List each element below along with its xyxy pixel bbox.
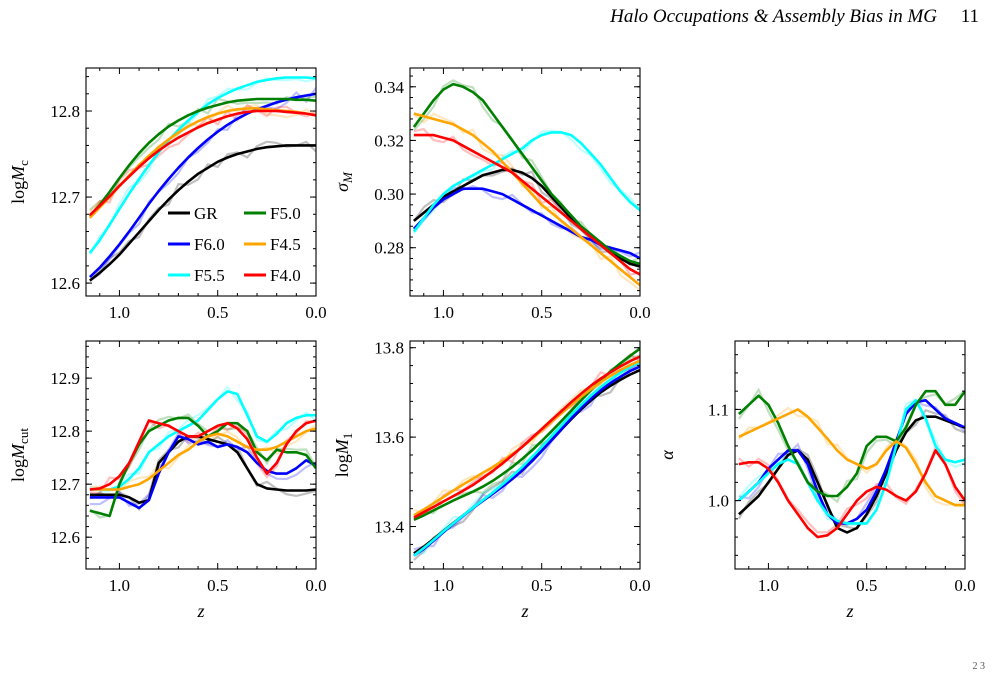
series-group xyxy=(88,76,316,283)
y-axis-label: logM1 xyxy=(332,433,355,478)
series-line-F5.0 xyxy=(88,97,316,217)
series-group xyxy=(412,79,640,291)
x-tick-label: 0.5 xyxy=(856,576,877,595)
y-tick-label: 12.7 xyxy=(50,188,80,207)
x-tick-label: 0.0 xyxy=(629,303,650,322)
legend: GR F5.0 F6.0 F4.5 F5.5 F4.0 xyxy=(168,204,301,285)
x-axis: 1.0 0.5 0.0 z xyxy=(99,341,327,621)
panel-logMcut: 1.0 0.5 0.0 z 12.6 12.7 12.8 12.9 logMcut xyxy=(8,340,327,621)
page-header: Halo Occupations & Assembly Bias in MG 1… xyxy=(0,0,999,40)
x-axis-label: z xyxy=(520,601,528,621)
y-tick-label: 0.28 xyxy=(374,239,404,258)
y-tick-label: 12.6 xyxy=(50,528,80,547)
x-tick-label: 0.5 xyxy=(207,303,228,322)
x-tick-label: 0.0 xyxy=(954,576,975,595)
series-line-F5.5 xyxy=(412,131,640,233)
series-line-F4.5 xyxy=(738,408,965,507)
series-faint-F5.0 xyxy=(89,95,316,211)
series-group xyxy=(413,347,640,561)
y-tick-label: 0.32 xyxy=(374,131,404,150)
series-line-GR xyxy=(738,415,965,534)
y-axis-label: σM xyxy=(332,171,355,192)
axes-frame xyxy=(409,67,641,297)
series-faint-F4.0 xyxy=(88,103,316,219)
panel-logMc: 1.0 0.5 0.0 12.6 12.7 12.8 logMc GR F5.0 F6.0 F4.5… xyxy=(8,67,327,322)
series-line-F6.0 xyxy=(738,398,965,525)
legend-label-F4.0: F4.0 xyxy=(270,266,301,285)
series-line-F5.5 xyxy=(89,390,316,491)
series-line-F4.0 xyxy=(89,109,316,217)
y-axis: 0.28 0.30 0.32 0.34 σM xyxy=(332,75,640,292)
x-tick-label: 0.5 xyxy=(531,576,552,595)
x-axis: 1.0 0.5 0.0 z xyxy=(748,341,976,621)
x-axis: 1.0 0.5 0.0 z xyxy=(423,341,651,621)
y-axis: 13.4 13.6 13.8 logM1 xyxy=(332,339,640,563)
x-axis-label: z xyxy=(845,601,853,621)
series-line-F4.0 xyxy=(413,133,640,276)
series-line-F5.5 xyxy=(738,398,965,525)
x-tick-label: 1.0 xyxy=(758,576,779,595)
y-tick-label: 0.30 xyxy=(374,185,404,204)
x-tick-label: 1.0 xyxy=(433,576,454,595)
y-tick-label: 12.7 xyxy=(50,475,80,494)
y-tick-label: 1.1 xyxy=(708,400,729,419)
panel-sigmaM: 1.0 0.5 0.0 0.28 0.30 0.32 0.34 σM xyxy=(332,67,651,322)
page-number: 11 xyxy=(960,6,979,27)
x-tick-label: 0.0 xyxy=(629,576,650,595)
series-line-F4.5 xyxy=(89,427,316,491)
series-line-F4.5 xyxy=(413,112,640,287)
y-tick-label: 13.8 xyxy=(374,339,404,358)
series-line-F6.0 xyxy=(88,92,316,279)
panel-alpha: 1.0 0.5 0.0 z 1.0 1.1 α xyxy=(657,340,976,621)
axes-frame xyxy=(734,340,966,570)
legend-label-F5.0: F5.0 xyxy=(270,204,301,223)
x-tick-label: 0.5 xyxy=(207,576,228,595)
x-tick-label: 0.0 xyxy=(305,576,326,595)
series-faint-F5.5 xyxy=(413,129,640,235)
y-tick-label: 12.6 xyxy=(50,274,80,293)
legend-label-F5.5: F5.5 xyxy=(194,266,225,285)
y-tick-label: 13.6 xyxy=(374,428,404,447)
series-line-GR xyxy=(89,144,316,282)
axes-frame xyxy=(85,340,317,570)
legend-label-GR: GR xyxy=(194,204,218,223)
panel-logM1: 1.0 0.5 0.0 z 13.4 13.6 13.8 logM1 xyxy=(332,339,651,621)
axes-frame xyxy=(85,67,317,297)
series-group xyxy=(89,385,316,519)
series-line-F4.0 xyxy=(89,419,316,491)
x-tick-label: 1.0 xyxy=(433,303,454,322)
x-tick-label: 0.0 xyxy=(305,303,326,322)
running-title: Halo Occupations & Assembly Bias in MG xyxy=(610,6,937,27)
y-axis-label: logMcut xyxy=(8,428,31,482)
y-axis: 12.6 12.7 12.8 12.9 logMcut xyxy=(8,345,316,559)
x-axis-label: z xyxy=(196,601,204,621)
y-axis-label: logMc xyxy=(8,160,31,204)
series-line-F6.0 xyxy=(89,435,316,510)
y-tick-label: 12.8 xyxy=(50,102,80,121)
series-line-F5.0 xyxy=(412,82,640,266)
y-tick-label: 13.4 xyxy=(374,518,404,537)
series-faint-F4.0 xyxy=(413,127,640,277)
y-tick-label: 12.8 xyxy=(50,422,80,441)
x-tick-label: 1.0 xyxy=(109,303,130,322)
footer-fragment: 2 3 xyxy=(972,661,986,672)
y-tick-label: 12.9 xyxy=(50,369,80,388)
legend-label-F4.5: F4.5 xyxy=(270,235,301,254)
y-tick-label: 0.34 xyxy=(374,78,404,97)
series-group xyxy=(737,387,965,539)
x-tick-label: 1.0 xyxy=(109,576,130,595)
y-axis: 1.0 1.1 α xyxy=(657,354,965,556)
x-axis: 1.0 0.5 0.0 xyxy=(423,68,651,322)
series-line-F4.0 xyxy=(738,449,965,539)
series-line-F5.5 xyxy=(413,360,640,557)
y-axis: 12.6 12.7 12.8 logMc xyxy=(8,76,316,293)
series-line-F4.0 xyxy=(413,355,640,519)
legend-label-F6.0: F6.0 xyxy=(194,235,225,254)
series-line-F5.5 xyxy=(88,76,316,254)
y-axis-label: α xyxy=(657,450,677,460)
x-axis: 1.0 0.5 0.0 xyxy=(99,68,327,322)
y-tick-label: 1.0 xyxy=(708,492,729,511)
x-tick-label: 0.5 xyxy=(531,303,552,322)
